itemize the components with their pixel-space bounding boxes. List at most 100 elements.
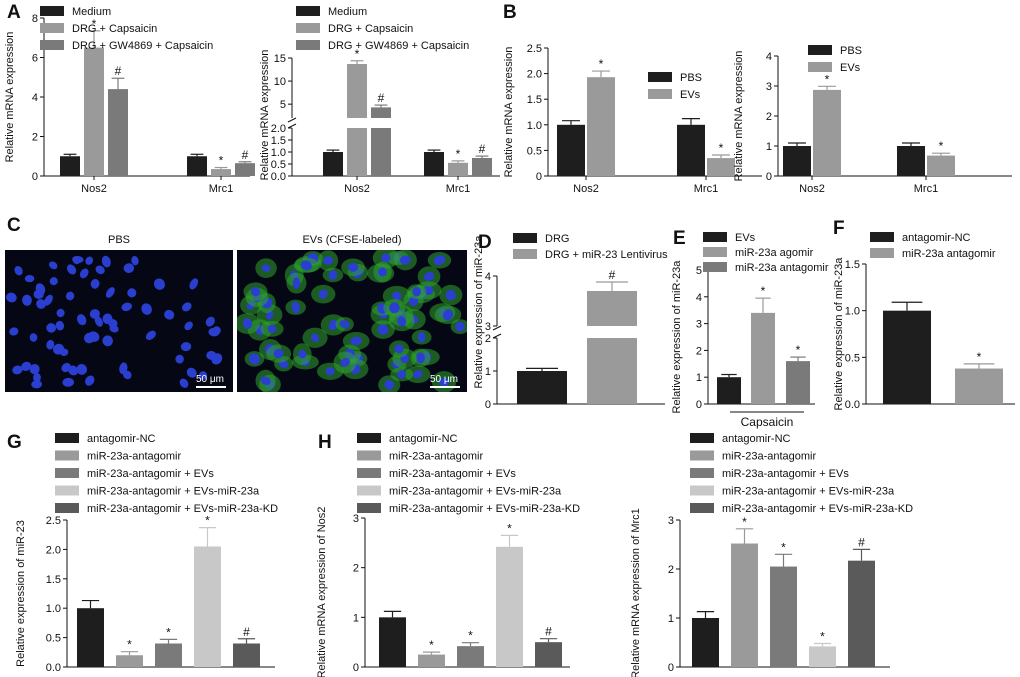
y-tick-label-B1: 2.0 <box>527 69 542 81</box>
x-tick-label-A2: Mrc1 <box>446 183 470 195</box>
legend-swatch <box>690 433 714 443</box>
legend-label: miR-23a-antagomir <box>389 451 483 463</box>
cell-nucleus <box>62 377 75 387</box>
legend-label: antagomir-NC <box>722 433 791 445</box>
cell-nucleus <box>455 321 465 332</box>
y-tick-label-G: 0.5 <box>46 633 61 645</box>
legend-a: Medium DRG + Capsaicin DRG + GW4869 + Caps… <box>40 6 213 52</box>
cell-nucleus <box>186 367 197 378</box>
bar-H1 <box>418 654 445 667</box>
legend-label: Medium <box>72 6 111 18</box>
y-tick-label-A2: 0.0 <box>271 171 286 183</box>
bar-G <box>77 608 104 667</box>
micrograph-evs: 50 μm <box>237 250 467 392</box>
legend-label: miR-23a-antagomir + EVs <box>87 468 214 480</box>
cell-nucleus <box>392 291 402 301</box>
cell-nucleus <box>36 299 46 309</box>
bar-A1 <box>235 163 255 176</box>
bar-B1 <box>587 77 615 176</box>
bar-G <box>116 655 143 667</box>
legend-swatch <box>513 233 537 243</box>
significance-mark-G: * <box>205 514 210 528</box>
cell-nucleus <box>102 313 113 325</box>
legend-label: PBS <box>680 72 702 84</box>
bar-D <box>517 371 567 404</box>
cell-nucleus <box>131 256 139 266</box>
legend-swatch <box>703 232 727 242</box>
legend-label: miR-23a-antagomir <box>87 451 181 463</box>
y-tick-label-G: 1.5 <box>46 574 61 586</box>
legend-label: DRG + GW4869 + Capsaicin <box>72 40 213 52</box>
y-tick-label-D: 3 <box>485 321 491 333</box>
legend-swatch <box>55 450 79 461</box>
y-tick-label-H1: 3 <box>353 513 359 525</box>
y-tick-label-A2: 1.5 <box>271 135 286 147</box>
cell-nucleus <box>121 302 133 312</box>
cell-nucleus <box>267 324 277 333</box>
y-tick-label-D: 1 <box>485 366 491 378</box>
y-axis-label-A1: Relative mRNA expression <box>4 32 16 163</box>
bar-A2 <box>424 152 444 176</box>
legend-label: miR-23a antagomir <box>735 262 829 274</box>
x-tick-label-B1: Mrc1 <box>694 183 718 195</box>
cell-nucleus <box>31 380 43 389</box>
significance-mark-B1: * <box>719 141 724 155</box>
legend-swatch <box>870 248 894 258</box>
legend-label: miR-23a agomir <box>735 247 814 259</box>
legend-swatch <box>808 45 832 55</box>
cell-nucleus <box>46 323 57 333</box>
cell-nucleus <box>211 353 223 365</box>
legend-swatch <box>40 40 64 50</box>
cell-nucleus <box>273 348 284 359</box>
bar-A2 <box>371 128 391 176</box>
significance-mark-H2: * <box>820 629 825 643</box>
y-tick-label-A2: 1.0 <box>271 147 286 159</box>
y-tick-label-A1: 6 <box>32 53 38 65</box>
x-tick-label-B2: Mrc1 <box>914 183 938 195</box>
legend-label: miR-23a antagomir <box>902 248 996 260</box>
significance-mark-H1: * <box>468 629 473 643</box>
cell-nucleus <box>141 303 152 315</box>
significance-mark-H2: # <box>858 535 865 549</box>
bar-A2 <box>371 107 391 118</box>
legend-e: EVs miR-23a agomir miR-23a antagomir <box>703 232 829 274</box>
legend-swatch <box>357 485 381 496</box>
legend-swatch <box>703 247 727 257</box>
y-tick-label-A2: 2.0 <box>271 123 286 135</box>
bar-D <box>587 338 637 404</box>
cell-nucleus <box>48 261 58 270</box>
scale-label-right: 50 μm <box>430 374 458 385</box>
legend-label: DRG <box>545 233 569 245</box>
panel-letter-f: F <box>833 218 845 239</box>
micro-title-pbs: PBS <box>107 234 130 246</box>
cell-nucleus <box>394 344 404 354</box>
cell-nucleus <box>442 309 454 321</box>
significance-mark-F: * <box>977 350 982 364</box>
cell-nucleus <box>101 255 111 268</box>
legend-swatch <box>703 262 727 272</box>
bar-H1 <box>496 546 523 667</box>
capsaicin-bracket: Capsaicin <box>730 411 804 429</box>
micro-title-evs: EVs (CFSE-labeled) <box>302 234 402 246</box>
cell-nucleus <box>90 278 100 289</box>
legend-swatch <box>648 72 672 82</box>
y-tick-label-H2: 1 <box>668 613 674 625</box>
cell-nucleus <box>59 348 69 357</box>
significance-mark-A1: * <box>92 17 97 31</box>
y-tick-label-B2: 0 <box>766 171 772 183</box>
legend-a2: Medium DRG + Capsaicin DRG + GW4869 + Caps… <box>296 6 469 52</box>
bar-B2 <box>897 146 925 176</box>
y-axis-label-F: Relative expression of miR-23a <box>833 257 845 411</box>
legend-swatch <box>296 40 320 50</box>
cell-nucleus <box>72 256 81 265</box>
y-tick-label-E: 0 <box>696 399 702 411</box>
legend-label: miR-23a-antagomir <box>722 451 816 463</box>
cell-nucleus <box>85 256 94 265</box>
y-tick-label-A1: 4 <box>32 92 38 104</box>
cell-nucleus <box>433 255 446 266</box>
bar-H1 <box>457 646 484 667</box>
cell-nucleus <box>291 301 300 314</box>
cell-nucleus <box>21 361 32 371</box>
legend-label: DRG + GW4869 + Capsaicin <box>328 40 469 52</box>
